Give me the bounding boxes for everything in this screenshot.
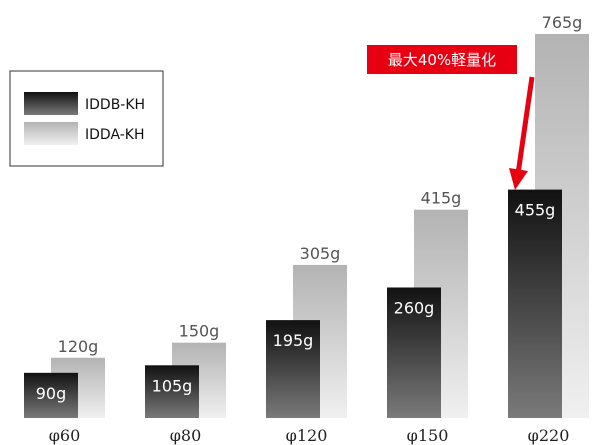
data-label-idda-kh-phi80: 150g xyxy=(179,322,220,341)
legend-label-idda-kh: IDDA-KH xyxy=(85,127,144,143)
data-label-iddb-kh-phi150: 260g xyxy=(394,298,435,317)
data-label-iddb-kh-phi60: 90g xyxy=(36,384,67,403)
bar-iddb-kh-phi120 xyxy=(266,320,320,418)
bar-iddb-kh-phi220 xyxy=(508,189,562,418)
x-tick-label-phi150: φ150 xyxy=(407,426,449,445)
callout-arrow-line xyxy=(515,76,535,175)
bar-iddb-kh-phi150 xyxy=(387,287,441,418)
data-label-iddb-kh-phi80: 105g xyxy=(152,376,193,395)
bar-iddb-kh-phi80 xyxy=(145,365,199,418)
bar-iddb-kh-phi60 xyxy=(24,372,78,418)
data-label-iddb-kh-phi220: 455g xyxy=(515,201,556,220)
callout-annotation: 最大40%軽量化 xyxy=(367,45,535,190)
legend-frame xyxy=(9,70,164,167)
callout-arrowhead xyxy=(509,168,528,190)
data-label-idda-kh-phi120: 305g xyxy=(300,244,341,263)
x-tick-label-phi220: φ220 xyxy=(528,426,570,445)
legend: IDDB-KH IDDA-KH xyxy=(9,70,164,167)
data-label-idda-kh-phi60: 120g xyxy=(58,337,99,356)
x-tick-label-phi80: φ80 xyxy=(170,426,202,445)
series-iddb-kh xyxy=(24,189,562,418)
legend-swatch-idda-kh xyxy=(24,122,78,145)
data-labels: 120g 90g 150g 105g 305g 195g 415g 260g 765g 455g xyxy=(36,13,583,403)
x-tick-label-phi60: φ60 xyxy=(49,426,81,445)
callout-text: 最大40%軽量化 xyxy=(388,51,496,69)
x-tick-label-phi120: φ120 xyxy=(286,426,328,445)
legend-label-iddb-kh: IDDB-KH xyxy=(85,97,145,113)
callout-box xyxy=(367,45,517,74)
x-axis-ticks: φ60 φ80 φ120 φ150 φ220 xyxy=(49,426,570,445)
data-label-iddb-kh-phi120: 195g xyxy=(273,331,314,350)
legend-swatch-iddb-kh xyxy=(24,92,78,115)
data-label-idda-kh-phi150: 415g xyxy=(421,189,462,208)
data-label-idda-kh-phi220: 765g xyxy=(542,13,583,32)
